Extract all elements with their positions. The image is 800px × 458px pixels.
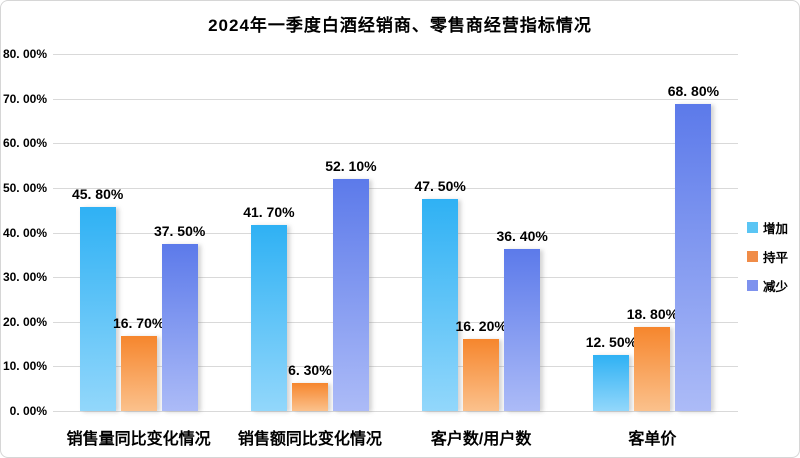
bar-value-label: 68. 80% [667, 82, 720, 99]
bar-value-label: 45. 80% [71, 185, 124, 202]
x-category-label: 销售额同比变化情况 [237, 431, 382, 448]
legend-label: 减少 [763, 280, 789, 294]
bar-value-label: 52. 10% [325, 157, 377, 174]
bar-value-label: 12. 50% [585, 334, 638, 351]
y-tick-label: 20. 00% [2, 314, 47, 329]
x-category-label: 客户数/用户数 [430, 431, 532, 448]
bar [120, 336, 157, 411]
gridline [53, 187, 738, 189]
bar [675, 103, 712, 411]
gridline [53, 143, 738, 145]
y-tick-label: 0. 00% [9, 404, 47, 418]
y-tick-label: 40. 00% [2, 225, 47, 240]
bar-value-label: 47. 50% [414, 178, 466, 195]
legend-item: 增加 [747, 218, 788, 237]
legend-item: 持平 [747, 247, 788, 266]
gridline [53, 54, 738, 55]
y-tick-label: 10. 00% [2, 359, 47, 374]
bar [332, 178, 369, 411]
bar-value-label: 36. 40% [496, 227, 548, 244]
y-tick-label: 30. 00% [2, 270, 47, 285]
bar [463, 338, 500, 411]
bar-value-label: 37. 50% [153, 222, 206, 239]
legend-swatch-icon [747, 251, 758, 262]
gridline [53, 98, 738, 100]
legend-item: 减少 [747, 276, 788, 295]
bar [593, 355, 630, 411]
gridline [53, 277, 738, 279]
legend: 增加 持平 减少 [747, 218, 788, 295]
gridline [53, 321, 738, 323]
y-tick-label: 50. 00% [2, 180, 47, 195]
bar [79, 206, 116, 411]
y-tick-label: 60. 00% [2, 136, 47, 151]
bar [504, 248, 541, 411]
gridline [53, 232, 738, 234]
y-tick-label: 80. 00% [2, 47, 47, 61]
bar-value-label: 16. 20% [455, 317, 507, 334]
legend-label: 持平 [763, 251, 789, 265]
bar [161, 243, 198, 411]
bar-value-label: 41. 70% [243, 203, 295, 220]
legend-swatch-icon [747, 222, 758, 233]
x-category-label: 销售量同比变化情况 [66, 431, 211, 448]
legend-label: 增加 [763, 222, 789, 236]
x-category-label: 客单价 [628, 431, 677, 448]
bar [250, 224, 287, 411]
legend-swatch-icon [747, 280, 758, 291]
y-tick-label: 70. 00% [2, 91, 47, 106]
bar-value-label: 18. 80% [626, 306, 679, 323]
bar-value-label: 6. 30% [288, 361, 332, 378]
bar-value-label: 16. 70% [112, 315, 165, 332]
chart-title: 2024年一季度白酒经销商、零售商经营指标情况 [208, 16, 592, 35]
bar [291, 382, 328, 411]
bar [634, 327, 671, 411]
bar [422, 199, 459, 411]
gridline [53, 366, 738, 368]
gridline [53, 411, 738, 412]
